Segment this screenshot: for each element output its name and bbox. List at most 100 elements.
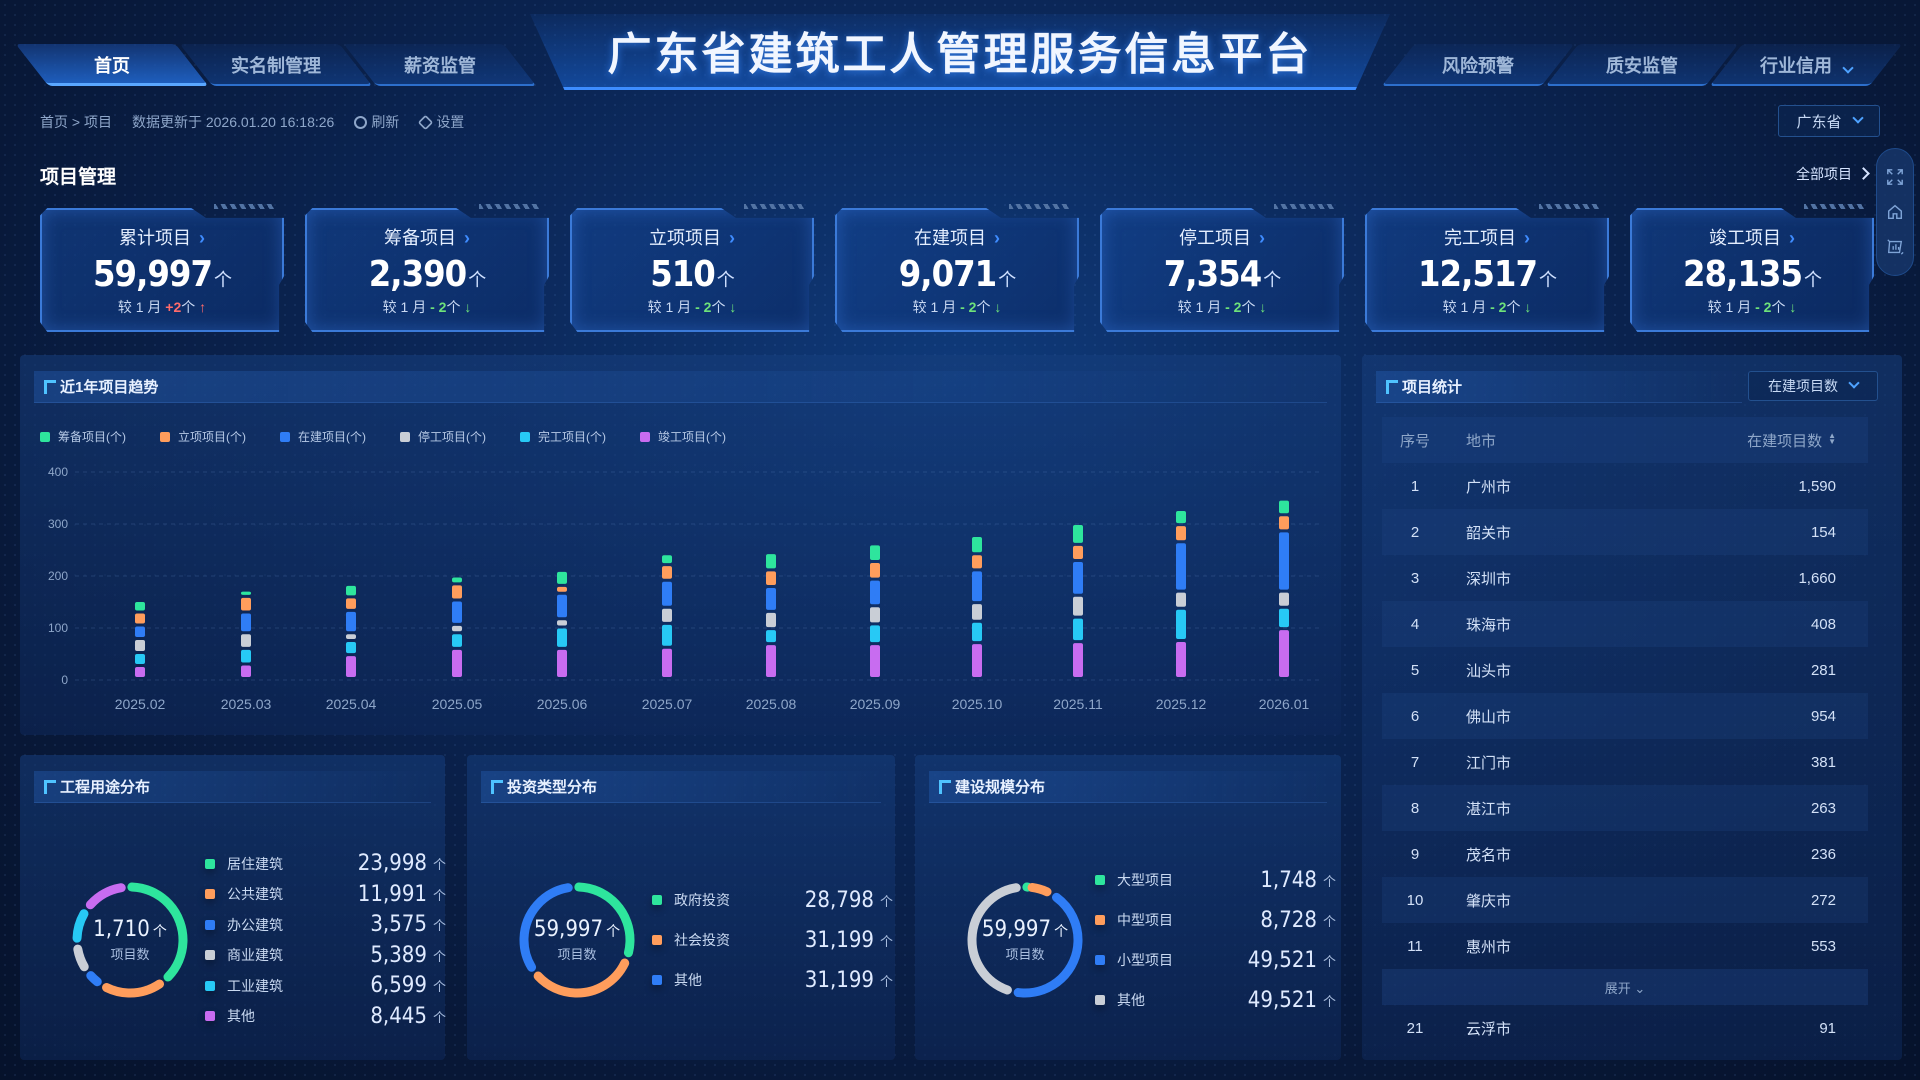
- x-tick: 2025.03: [221, 696, 272, 712]
- legend-item[interactable]: 竣工项目(个): [640, 428, 726, 445]
- bar-segment: [452, 625, 462, 632]
- refresh-icon: [354, 116, 368, 129]
- legend-item[interactable]: 小型项目 49,521 个: [1095, 940, 1336, 980]
- sort-icon[interactable]: ▲ ▼: [1828, 430, 1836, 446]
- nav-tab[interactable]: 首页: [32, 44, 192, 86]
- bar-segment: [1176, 526, 1186, 541]
- table-row[interactable]: 10 肇庆市 272: [1382, 877, 1868, 923]
- refresh-button[interactable]: 刷新: [354, 112, 399, 132]
- breadcrumb-home[interactable]: 首页: [40, 114, 68, 130]
- donut-legend: 居住建筑 23,998 个公共建筑 11,991 个办公建筑 3,575 个商业建筑 5,38…: [205, 849, 446, 1032]
- bar-segment: [766, 587, 776, 610]
- bar-segment: [241, 597, 251, 611]
- legend-item[interactable]: 在建项目(个): [280, 428, 366, 445]
- legend-item[interactable]: 其他 8,445 个: [205, 1001, 446, 1032]
- chevron-down-icon: [1848, 377, 1860, 389]
- table-row[interactable]: 7 江门市 381: [1410, 753, 1836, 772]
- trend-arrow-up-icon: ↑: [199, 299, 207, 315]
- legend-item[interactable]: 公共建筑 11,991 个: [205, 879, 446, 910]
- legend-item[interactable]: 居住建筑 23,998 个: [205, 849, 446, 880]
- table-row[interactable]: 1 广州市 1,590: [1410, 477, 1836, 496]
- nav-tab-label: 风险预警: [1442, 56, 1514, 76]
- card-label: 立项项目: [570, 224, 814, 250]
- nav-tab-label: 质安监管: [1606, 56, 1678, 76]
- nav-left: 首页 实名制管理 薪资监管: [32, 44, 524, 88]
- legend-item[interactable]: 其他 49,521 个: [1095, 980, 1336, 1020]
- legend-item[interactable]: 工业建筑 6,599 个: [205, 971, 446, 1002]
- donut-chart: 59,997 个项目数: [507, 870, 647, 1010]
- legend-item[interactable]: 停工项目(个): [400, 428, 486, 445]
- chevron-down-icon: [1851, 112, 1864, 124]
- chart-switch-icon[interactable]: [1886, 238, 1904, 256]
- nav-tab[interactable]: 薪资监管: [360, 44, 520, 86]
- legend-item[interactable]: 完工项目(个): [520, 428, 606, 445]
- nav-tab[interactable]: 风险预警: [1398, 44, 1558, 86]
- nav-tab-label: 首页: [94, 56, 130, 76]
- card-value: 59,997 个: [93, 254, 232, 295]
- x-tick: 2025.10: [952, 696, 1003, 712]
- bar-segment: [1073, 596, 1083, 616]
- table-row[interactable]: 9 茂名市 236: [1410, 845, 1836, 864]
- bar-segment: [452, 585, 462, 599]
- fullscreen-icon[interactable]: [1886, 168, 1904, 186]
- bar-segment: [452, 649, 462, 677]
- investment-distribution-panel: 投资类型分布 59,997 个项目数 政府投资 28,798 个社会投资 31,199 个其他…: [467, 755, 895, 1060]
- breadcrumb-current: 项目: [83, 114, 112, 130]
- legend-item[interactable]: 商业建筑 5,389 个: [205, 940, 446, 971]
- table-row[interactable]: 2 韶关市 154: [1382, 509, 1868, 555]
- card-stripes: [1274, 204, 1334, 209]
- nav-tab[interactable]: 实名制管理: [196, 44, 356, 86]
- legend-item[interactable]: 其他 31,199 个: [652, 960, 893, 1000]
- nav-tab[interactable]: 质安监管: [1562, 44, 1722, 86]
- legend-swatch: [40, 432, 50, 442]
- card-compare: 较 1 月 - 2个 ↓: [1177, 299, 1267, 315]
- bar-segment: [1279, 500, 1289, 514]
- table-row[interactable]: 3 深圳市 1,660: [1410, 569, 1836, 588]
- home-icon[interactable]: [1886, 203, 1904, 221]
- table-row[interactable]: 8 湛江市 263: [1382, 785, 1868, 831]
- region-select[interactable]: 广东省: [1778, 105, 1880, 137]
- bar-segment: [972, 622, 982, 642]
- legend-item[interactable]: 政府投资 28,798 个: [652, 880, 893, 920]
- table-row[interactable]: 6 佛山市 954: [1382, 693, 1868, 739]
- donut-total: 59,997 个: [533, 917, 621, 942]
- legend-item[interactable]: 中型项目 8,728 个: [1095, 900, 1336, 940]
- legend-item[interactable]: 大型项目 1,748 个: [1095, 860, 1336, 900]
- nav-tab-label: 薪资监管: [404, 56, 476, 76]
- table-row[interactable]: 11 惠州市 553: [1407, 937, 1836, 956]
- legend-item[interactable]: 社会投资 31,199 个: [652, 920, 893, 960]
- card-stripes: [1804, 204, 1864, 209]
- y-tick: 300: [48, 517, 68, 531]
- breadcrumb-bar: 首页 > 项目 数据更新于 2026.01.20 16:18:26 刷新 设置: [40, 112, 464, 132]
- table-row[interactable]: 4 珠海市 408: [1382, 601, 1868, 647]
- table-row[interactable]: 5 汕头市 281: [1410, 661, 1836, 680]
- bar-segment: [346, 611, 356, 632]
- nav-tab-label: 实名制管理: [231, 56, 321, 76]
- bar-segment: [1279, 608, 1289, 628]
- bar-segment: [135, 654, 145, 664]
- metric-select[interactable]: 在建项目数: [1748, 371, 1878, 401]
- settings-button[interactable]: 设置: [417, 112, 464, 132]
- bar-segment: [870, 645, 880, 677]
- bar-segment: [1176, 609, 1186, 640]
- legend-swatch: [205, 889, 215, 900]
- legend-item[interactable]: 立项项目(个): [160, 428, 246, 445]
- expand-button[interactable]: 展开 ⌄: [1382, 969, 1868, 1005]
- delta-value: - 2: [1490, 299, 1507, 315]
- table-row[interactable]: 21 云浮市 91: [1406, 1019, 1836, 1038]
- bar-segment: [241, 649, 251, 663]
- legend-swatch: [1095, 875, 1105, 885]
- nav-tab[interactable]: 行业信用: [1726, 44, 1886, 86]
- donut-total: 1,710 个: [93, 917, 167, 942]
- all-projects-link[interactable]: 全部项目: [1796, 164, 1868, 184]
- bar-segment: [972, 604, 982, 620]
- legend-item[interactable]: 办公建筑 3,575 个: [205, 910, 446, 941]
- legend-item[interactable]: 筹备项目(个): [40, 428, 126, 445]
